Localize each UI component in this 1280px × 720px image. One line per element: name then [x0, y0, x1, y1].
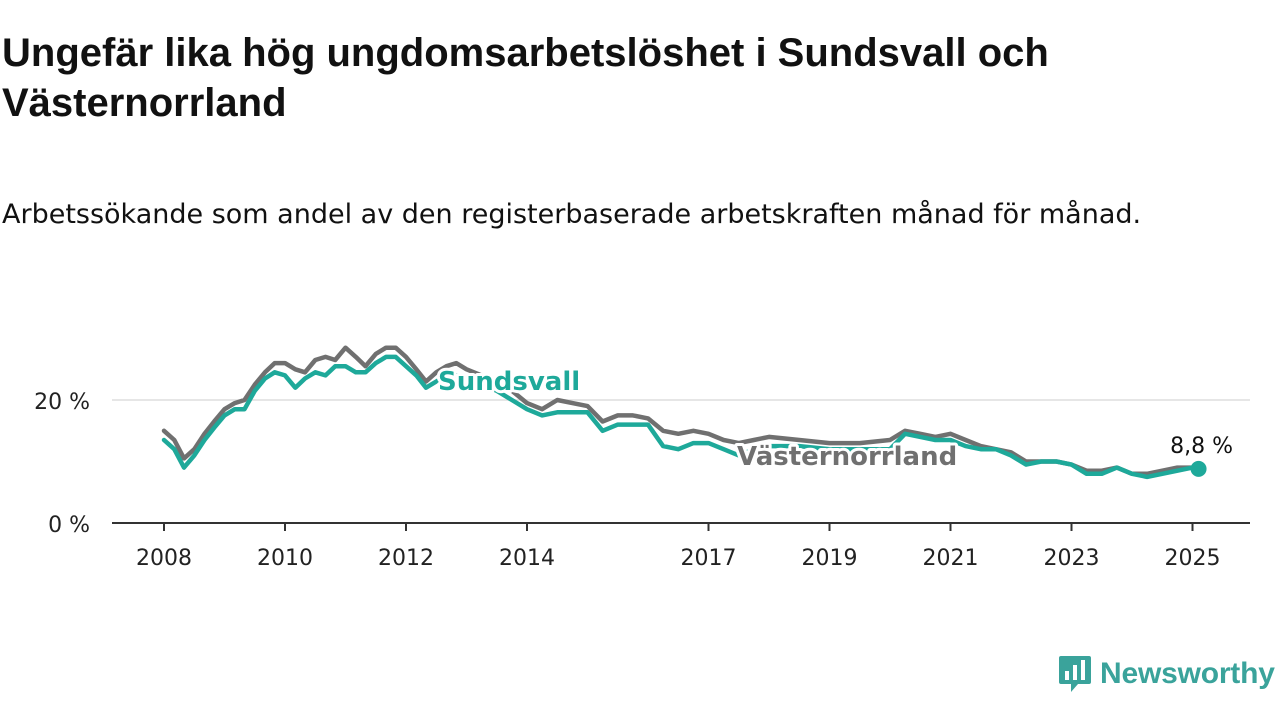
series-label-vasternorrland: Västernorrland — [737, 442, 957, 472]
x-tick-label: 2023 — [1044, 546, 1100, 571]
end-point-marker — [1190, 460, 1207, 477]
x-tick-label: 2014 — [499, 546, 555, 571]
x-tick-label: 2025 — [1165, 546, 1221, 571]
series-lines — [161, 345, 1207, 480]
y-tick-label: 20 % — [34, 390, 90, 415]
line-chart: 0 % 20 % 2008 2010 2012 2014 2017 2019 2021 2023… — [34, 345, 1250, 571]
brand-name: Newsworthy — [1100, 657, 1275, 690]
chart-subtitle: Arbetssökande som andel av den registerb… — [2, 199, 1142, 230]
newsworthy-chart-bubble-icon — [1059, 656, 1091, 692]
x-tick-label: 2019 — [802, 546, 858, 571]
y-tick-label: 0 % — [48, 513, 90, 538]
x-tick-label: 2010 — [257, 546, 313, 571]
x-tick-label: 2008 — [136, 546, 192, 571]
series-line-västernorrland — [161, 345, 1201, 477]
end-value-label: 8,8 % — [1170, 434, 1233, 459]
series-line-sundsvall — [161, 354, 1201, 480]
newsworthy-logo: Newsworthy — [1058, 654, 1275, 694]
y-axis-ticks: 0 % 20 % — [34, 390, 90, 538]
x-tick-label: 2012 — [378, 546, 434, 571]
x-tick-label: 2017 — [681, 546, 737, 571]
series-labels: Sundsvall Västernorrland 8,8 % — [435, 364, 1236, 475]
x-tick-label: 2021 — [923, 546, 979, 571]
series-label-sundsvall: Sundsvall — [438, 367, 580, 397]
chart-title: Ungefär lika hög ungdomsarbetslöshet i S… — [2, 31, 1049, 125]
x-axis: 2008 2010 2012 2014 2017 2019 2021 2023 2025 — [112, 522, 1250, 571]
